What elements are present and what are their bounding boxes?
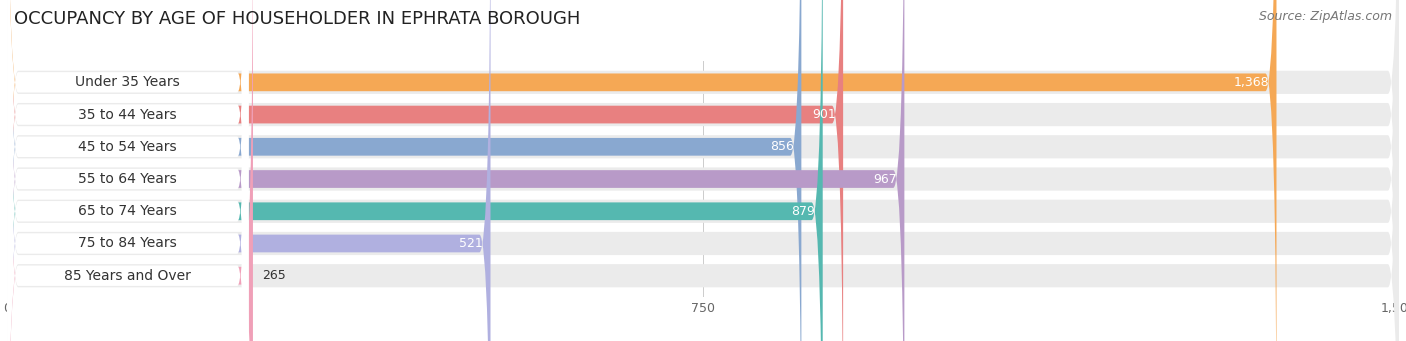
FancyBboxPatch shape [7, 0, 249, 341]
Text: 35 to 44 Years: 35 to 44 Years [79, 107, 177, 121]
Text: Under 35 Years: Under 35 Years [76, 75, 180, 89]
FancyBboxPatch shape [7, 0, 249, 341]
FancyBboxPatch shape [7, 0, 491, 341]
Text: 856: 856 [770, 140, 794, 153]
FancyBboxPatch shape [7, 0, 1399, 341]
Text: 45 to 54 Years: 45 to 54 Years [79, 140, 177, 154]
Text: OCCUPANCY BY AGE OF HOUSEHOLDER IN EPHRATA BOROUGH: OCCUPANCY BY AGE OF HOUSEHOLDER IN EPHRA… [14, 10, 581, 28]
FancyBboxPatch shape [7, 0, 1399, 341]
FancyBboxPatch shape [7, 0, 904, 341]
Text: 967: 967 [873, 173, 897, 186]
Text: 75 to 84 Years: 75 to 84 Years [79, 237, 177, 251]
FancyBboxPatch shape [7, 0, 249, 341]
Text: 521: 521 [460, 237, 484, 250]
Text: 85 Years and Over: 85 Years and Over [65, 269, 191, 283]
FancyBboxPatch shape [7, 0, 1399, 341]
Text: 1,368: 1,368 [1233, 76, 1270, 89]
FancyBboxPatch shape [7, 0, 249, 341]
FancyBboxPatch shape [7, 0, 1399, 341]
FancyBboxPatch shape [7, 0, 249, 341]
FancyBboxPatch shape [7, 0, 253, 341]
FancyBboxPatch shape [7, 0, 1399, 341]
FancyBboxPatch shape [7, 0, 1399, 341]
FancyBboxPatch shape [7, 0, 844, 341]
Text: 901: 901 [811, 108, 835, 121]
FancyBboxPatch shape [7, 0, 249, 341]
FancyBboxPatch shape [7, 0, 249, 341]
FancyBboxPatch shape [7, 0, 1399, 341]
Text: Source: ZipAtlas.com: Source: ZipAtlas.com [1258, 10, 1392, 23]
FancyBboxPatch shape [7, 0, 823, 341]
Text: 265: 265 [262, 269, 285, 282]
FancyBboxPatch shape [7, 0, 801, 341]
FancyBboxPatch shape [7, 0, 1277, 341]
Text: 55 to 64 Years: 55 to 64 Years [79, 172, 177, 186]
Text: 879: 879 [792, 205, 815, 218]
Text: 65 to 74 Years: 65 to 74 Years [79, 204, 177, 218]
